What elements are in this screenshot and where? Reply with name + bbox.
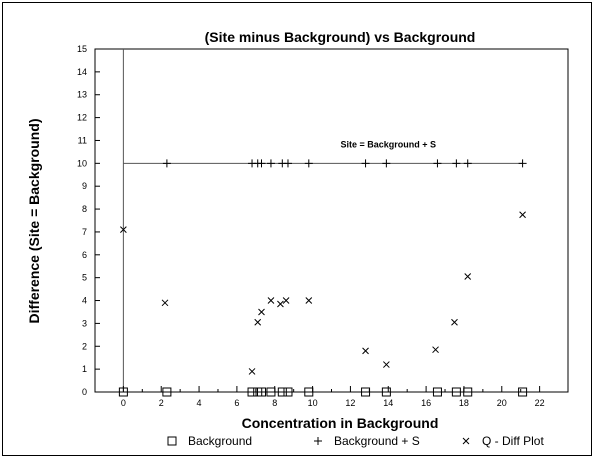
q-diff-point	[432, 346, 439, 354]
q-diff-point	[161, 299, 169, 307]
x-tick-label: 14	[383, 398, 393, 408]
x-tick-label: 20	[497, 398, 507, 408]
y-tick-label: 4	[82, 296, 87, 306]
legend-background-label: Background	[188, 434, 252, 448]
y-tick-label: 3	[82, 318, 87, 328]
y-tick-label: 14	[77, 67, 87, 77]
data-points	[118, 159, 528, 397]
q-diff-point	[305, 297, 313, 304]
background-plus-s-point	[463, 159, 472, 168]
q-diff-point	[267, 297, 275, 304]
background-plus-s-point	[361, 159, 370, 168]
q-diff-point	[451, 318, 458, 326]
background-plus-s-point	[452, 159, 461, 168]
y-tick-label: 5	[82, 273, 87, 283]
background-point	[451, 387, 461, 397]
background-point	[283, 387, 293, 397]
x-tick-label: 12	[345, 398, 355, 408]
y-tick-label: 11	[78, 135, 87, 145]
x-tick-label: 8	[272, 398, 277, 408]
x-tick-label: 10	[308, 398, 318, 408]
x-tick-label: 22	[535, 398, 545, 408]
legend-q-diff-plot-label: Q - Diff Plot	[482, 434, 544, 448]
reference-line-group: Site = Background + S	[122, 49, 523, 392]
background-point	[256, 387, 266, 397]
background-point	[463, 387, 473, 397]
background-plus-s-point	[266, 159, 275, 168]
x-tick-label: 6	[234, 398, 239, 408]
y-tick-label: 9	[82, 181, 87, 191]
y-tick-label: 8	[82, 204, 87, 214]
legend-q-diff-plot-marker	[462, 437, 470, 445]
background-plus-s-point	[304, 159, 313, 168]
legend-background-plus-s-label: Background + S	[334, 434, 420, 448]
chart-title: (Site minus Background) vs Background	[205, 29, 476, 45]
q-diff-point	[464, 273, 472, 280]
legend-background-plus-s-marker	[314, 437, 322, 445]
x-tick-label: 0	[121, 398, 126, 408]
background-point	[247, 387, 257, 397]
q-diff-point	[258, 308, 265, 316]
q-diff-point	[362, 347, 369, 355]
background-point	[518, 387, 528, 397]
reference-line-label: Site = Background + S	[340, 139, 436, 149]
y-axis-title: Difference (Site = Background)	[26, 119, 42, 324]
q-diff-point	[248, 368, 256, 375]
background-plus-s-point	[257, 159, 266, 168]
x-tick-label: 2	[159, 398, 164, 408]
legend: Background Background + S Q - Diff Plot	[167, 434, 544, 448]
x-tick-label: 16	[421, 398, 431, 408]
background-point	[304, 387, 314, 397]
q-diff-point	[282, 297, 290, 304]
plot-area	[94, 48, 569, 393]
background-plus-s-point	[283, 159, 292, 168]
q-diff-point	[277, 300, 284, 308]
y-tick-label: 7	[82, 227, 87, 237]
background-point	[277, 387, 287, 397]
background-plus-s-point	[162, 159, 171, 168]
y-tick-label: 15	[77, 44, 87, 54]
background-point	[432, 387, 442, 397]
background-point	[118, 387, 128, 397]
q-diff-point	[519, 211, 526, 219]
legend-background-marker	[167, 436, 177, 446]
background-point	[361, 387, 371, 397]
x-axis-title: Concentration in Background	[242, 415, 439, 431]
chart-frame	[2, 2, 592, 456]
y-tick-label: 10	[77, 158, 87, 168]
background-plus-s-point	[382, 159, 391, 168]
x-tick-label: 4	[197, 398, 202, 408]
y-tick-label: 0	[82, 387, 87, 397]
background-point	[162, 387, 172, 397]
y-tick-label: 6	[82, 250, 87, 260]
background-point	[381, 387, 391, 397]
x-tick-label: 18	[459, 398, 469, 408]
q-diff-point	[383, 361, 390, 368]
y-tick-label: 12	[77, 113, 87, 123]
q-diff-point	[254, 318, 262, 326]
y-tick-label: 2	[82, 341, 87, 351]
background-point	[266, 387, 276, 397]
y-tick-label: 1	[82, 364, 87, 374]
background-plus-s-point	[433, 159, 442, 168]
q-diff-point	[120, 226, 127, 234]
y-tick-label: 13	[77, 90, 87, 100]
x-axis: 0 2 4 6 8 10 12 14 16 18 20 22	[121, 386, 545, 408]
background-plus-s-point	[518, 159, 527, 168]
